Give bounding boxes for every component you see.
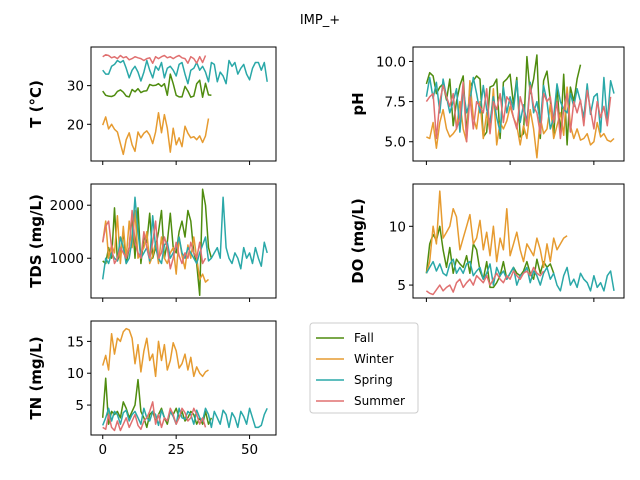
series-line-winter-tn: [101, 327, 209, 378]
series-line-summer-ph: [425, 81, 612, 143]
series-line-summer-tn: [102, 401, 207, 432]
panel-temperature: 20 30 T (°C): [27, 46, 277, 165]
y-axis-label-do: DO (mg/L): [349, 198, 367, 284]
axes-frame-tn: [90, 320, 277, 436]
series-line-spring-tn: [102, 407, 268, 429]
series-line-winter-ph: [426, 79, 615, 159]
y-tick-label: 10: [67, 366, 84, 382]
y-tick-label: 7.5: [385, 95, 406, 111]
legend-frame: [309, 322, 419, 414]
y-axis-label-ph: pH: [349, 92, 367, 115]
series-line-summer-temperature: [102, 53, 207, 64]
y-axis-label-temperature: T (°C): [27, 80, 45, 128]
legend: Fall Winter Spring Summer: [309, 322, 419, 414]
y-tick-label: 2000: [50, 198, 84, 214]
y-tick-label: 10: [389, 219, 406, 235]
series-line-summer-tds: [101, 209, 207, 270]
legend-label-summer: Summer: [354, 394, 405, 408]
axes-frame-do: [412, 183, 625, 299]
y-tick-label: 20: [67, 117, 84, 133]
panel-tds: 1000 2000 TDS (mg/L): [27, 183, 277, 302]
panel-ph: 5.0 7.5 10.0 pH: [349, 46, 625, 165]
series-line-summer-do: [425, 266, 545, 296]
series-line-spring-tds: [101, 196, 268, 280]
axes-frame-ph: [412, 46, 625, 162]
series-line-spring-do: [425, 258, 615, 292]
panel-do: 5 10 DO (mg/L): [349, 183, 625, 302]
legend-label-spring: Spring: [354, 373, 393, 387]
panel-tn: 0 25 50 5 10 15 TN (mg/L): [27, 320, 277, 458]
y-tick-label: 15: [67, 334, 84, 350]
x-tick-label: 25: [168, 442, 185, 458]
y-axis-label-tn: TN (mg/L): [27, 336, 45, 419]
figure-suptitle: IMP_+: [300, 13, 340, 28]
y-tick-label: 10.0: [376, 54, 406, 70]
x-tick-label: 0: [98, 442, 107, 458]
series-line-spring-temperature: [102, 59, 268, 85]
legend-label-fall: Fall: [354, 331, 374, 345]
y-tick-label: 1000: [50, 251, 84, 267]
axes-frame-temperature: [90, 46, 277, 162]
series-line-winter-temperature: [101, 111, 210, 156]
series-line-winter-do: [425, 190, 568, 274]
series-line-fall-temperature: [102, 73, 212, 98]
legend-label-winter: Winter: [354, 352, 394, 366]
axes-frame-tds: [90, 183, 277, 299]
y-tick-label: 30: [67, 79, 84, 95]
y-tick-label: 5.0: [385, 135, 406, 151]
y-tick-label: 5: [397, 278, 406, 294]
x-tick-label: 50: [241, 442, 258, 458]
y-axis-label-tds: TDS (mg/L): [27, 194, 45, 288]
y-tick-label: 5: [75, 398, 84, 414]
